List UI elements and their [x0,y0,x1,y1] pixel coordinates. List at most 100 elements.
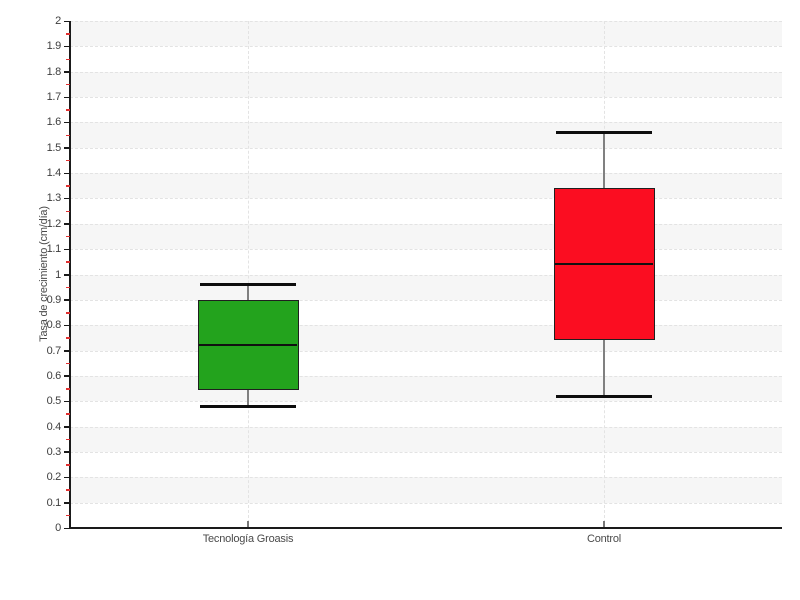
h-gridline [70,426,782,428]
band-plain [70,502,782,528]
band-plain [70,401,782,427]
y-minor-tick [66,58,70,61]
y-tick-label: 2 [55,15,61,27]
h-gridline [70,147,782,149]
lower-whisker-cap [200,404,296,408]
h-gridline [70,97,782,99]
y-tick-label: 1.1 [46,243,62,256]
h-gridline [70,21,782,22]
y-minor-tick [66,489,70,491]
upper-whisker-cap [556,131,652,135]
band-plain [70,249,782,275]
y-tick-label: 1.4 [46,167,62,180]
y-axis-line [69,21,71,529]
x-axis-line [69,527,782,529]
band-shaded [70,477,782,503]
h-gridline [70,477,782,479]
median-line [555,263,653,266]
h-gridline [70,325,782,327]
y-major-tick [64,375,70,377]
y-minor-tick [66,235,70,238]
y-minor-tick [66,159,70,162]
v-gridline [248,21,249,528]
y-minor-tick [66,210,70,213]
h-gridline [70,274,782,276]
y-minor-tick [66,83,70,86]
band-shaded [70,223,782,250]
band-plain [70,299,782,326]
y-minor-tick [66,514,70,517]
y-major-tick [64,350,70,352]
upper-whisker-stem [603,132,605,189]
y-tick-label: 1.2 [46,217,62,230]
lower-whisker-stem [603,340,605,397]
y-major-tick [64,147,70,149]
h-gridline [70,122,782,124]
y-tick-label: 1.6 [46,116,62,129]
band-plain [70,198,782,224]
y-minor-tick [66,464,70,466]
y-tick-label: 0.3 [46,445,62,458]
band-shaded [70,71,782,98]
y-major-tick [64,299,70,301]
band-shaded [70,173,782,199]
y-major-tick [64,197,70,200]
y-minor-tick [66,312,70,314]
h-gridline [70,223,782,225]
y-major-tick [64,476,70,479]
band-shaded [70,325,782,351]
x-category-tick [247,521,249,527]
band-plain [70,147,782,174]
y-major-tick [64,223,70,225]
y-major-tick [64,45,70,48]
y-major-tick [64,502,70,504]
y-tick-label: 0 [55,522,61,534]
y-major-tick [64,248,70,251]
band-plain [70,97,782,123]
y-minor-tick [66,413,70,415]
h-gridline [70,451,782,453]
h-gridline [70,198,782,200]
y-major-tick [64,324,70,327]
y-minor-tick [66,134,70,137]
band-shaded [70,375,782,402]
y-tick-label: 1.8 [46,65,62,78]
y-major-tick [64,527,70,529]
h-gridline [70,375,782,377]
y-major-tick [64,20,70,22]
median-line [199,344,297,347]
band-shaded [70,21,782,47]
x-tick-label: Control [586,533,622,545]
y-minor-tick [66,362,70,365]
y-minor-tick [66,286,70,289]
h-gridline [70,71,782,73]
h-gridline [70,249,782,251]
y-tick-label: 1.9 [46,40,62,53]
y-tick-label: 1.3 [46,192,62,205]
h-gridline [70,299,782,301]
y-tick-label: 0.5 [46,395,62,408]
band-plain [70,350,782,376]
h-gridline [70,350,782,352]
h-gridline [70,173,782,175]
x-category-tick [603,521,605,527]
y-tick-label: 1 [55,268,61,281]
y-major-tick [64,172,70,175]
lower-whisker-cap [556,394,652,398]
band-plain [70,46,782,72]
y-major-tick [64,71,70,73]
h-gridline [70,401,782,403]
y-tick-label: 0.8 [46,319,62,332]
band-shaded [70,122,782,148]
y-minor-tick [66,261,70,263]
y-major-tick [64,400,70,403]
y-minor-tick [66,337,70,339]
upper-whisker-cap [200,283,296,287]
y-minor-tick [66,185,70,187]
y-major-tick [64,451,70,453]
y-major-tick [64,121,70,124]
y-tick-label: 1.7 [46,91,62,104]
y-tick-label: 0.9 [46,293,62,306]
y-major-tick [64,96,70,99]
